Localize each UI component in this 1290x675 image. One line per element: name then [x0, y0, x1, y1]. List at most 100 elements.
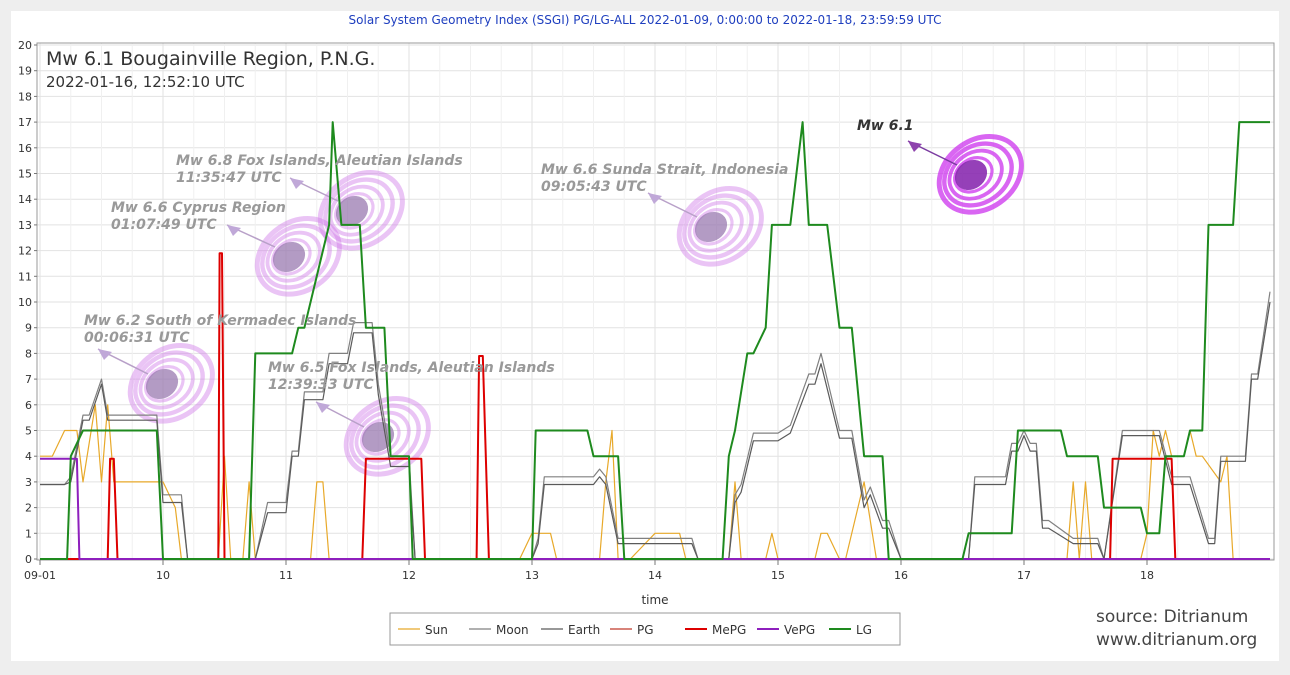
- annotation-time: 11:35:47 UTC: [176, 170, 282, 186]
- marker-ring: [947, 148, 1004, 201]
- annotation-time: 01:07:49 UTC: [111, 217, 217, 233]
- source-url: www.ditrianum.org: [1096, 630, 1258, 650]
- marker-arrowhead: [316, 402, 330, 413]
- earthquake-marker: [907, 134, 1024, 215]
- legend-label: VePG: [784, 623, 815, 637]
- legend-label: LG: [856, 623, 872, 637]
- marker-core: [954, 159, 988, 191]
- x-tick-label: 13: [525, 569, 539, 582]
- annotation-label: Mw 6.6 Sunda Strait, Indonesia: [541, 162, 788, 178]
- marker-ring: [265, 230, 322, 283]
- event-title: Mw 6.1 Bougainville Region, P.N.G.: [46, 48, 376, 70]
- marker-core: [694, 211, 728, 243]
- marker-ring: [127, 343, 215, 424]
- marker-ring: [323, 177, 395, 244]
- legend-label: MePG: [712, 623, 746, 637]
- y-tick-label: 14: [18, 193, 32, 206]
- marker-core: [145, 368, 179, 400]
- x-tick-label: 15: [771, 569, 785, 582]
- legend-label: PG: [637, 623, 654, 637]
- y-tick-label: 6: [25, 399, 32, 412]
- source-line: source: Ditrianum: [1096, 607, 1249, 627]
- y-tick-label: 20: [18, 39, 32, 52]
- annotation-time: 09:05:43 UTC: [541, 179, 647, 195]
- y-tick-label: 18: [18, 90, 32, 103]
- earthquake-markers: [97, 134, 1024, 477]
- earthquake-marker: [289, 170, 405, 251]
- header-title: Solar System Geometry Index (SSGI) PG/LG…: [348, 13, 942, 27]
- x-tick-label: 11: [279, 569, 293, 582]
- y-tick-label: 13: [18, 219, 32, 232]
- marker-ring: [676, 186, 764, 267]
- event-datetime: 2022-01-16, 12:52:10 UTC: [46, 73, 245, 91]
- y-tick-label: 15: [18, 168, 32, 181]
- y-tick-label: 9: [25, 322, 32, 335]
- legend-box: [389, 612, 901, 646]
- marker-ring: [354, 410, 411, 463]
- y-tick-label: 12: [18, 245, 32, 258]
- marker-arrowhead: [908, 141, 922, 152]
- marker-ring: [343, 396, 431, 477]
- y-tick-label: 4: [25, 450, 32, 463]
- marker-ring: [682, 193, 754, 260]
- y-tick-label: 1: [25, 527, 32, 540]
- legend-label: Earth: [568, 623, 600, 637]
- marker-ring: [144, 365, 185, 403]
- marker-core: [272, 241, 306, 273]
- marker-arrowhead: [648, 193, 662, 204]
- x-tick-label: 12: [402, 569, 416, 582]
- marker-ring: [953, 156, 994, 194]
- x-axis: 09-01 10 11 12 13 14 15 16 17 18: [24, 560, 1154, 582]
- legend: Sun Moon Earth PG MePG VePG LG: [398, 623, 872, 637]
- legend-label: Sun: [425, 623, 448, 637]
- marker-ring: [271, 238, 312, 276]
- y-tick-label: 7: [25, 373, 32, 386]
- x-axis-label: time: [641, 593, 668, 607]
- annotation-labels: Mw 6.2 South of Kermadec Islands00:06:31…: [84, 118, 914, 393]
- annotation-label: Mw 6.6 Cyprus Region: [111, 200, 286, 216]
- grid: [37, 43, 1274, 560]
- marker-ring: [254, 216, 342, 297]
- marker-arrowhead: [98, 349, 112, 360]
- x-tick-label: 14: [648, 569, 662, 582]
- y-tick-label: 10: [18, 296, 32, 309]
- marker-ring: [334, 192, 375, 230]
- y-tick-label: 19: [18, 65, 32, 78]
- annotation-label: Mw 6.1: [857, 118, 914, 134]
- annotation-time: 00:06:31 UTC: [84, 330, 190, 346]
- x-tick-label: 16: [894, 569, 908, 582]
- y-tick-label: 17: [18, 116, 32, 129]
- marker-arrowhead: [227, 225, 241, 236]
- marker-ring: [693, 208, 734, 246]
- annotation-label: Mw 6.8 Fox Islands, Aleutian Islands: [176, 153, 463, 169]
- x-tick-label: 09-01: [24, 569, 56, 582]
- marker-core: [335, 195, 369, 227]
- earthquake-marker: [97, 343, 215, 424]
- x-tick-label: 17: [1017, 569, 1031, 582]
- x-tick-label: 10: [156, 569, 170, 582]
- marker-ring: [936, 134, 1024, 215]
- annotation-label: Mw 6.5 Fox Islands, Aleutian Islands: [268, 360, 555, 376]
- x-tick-label: 18: [1140, 569, 1154, 582]
- series-line-lg: [40, 121, 1270, 560]
- earthquake-marker: [647, 186, 764, 267]
- annotation-time: 12:39:33 UTC: [268, 377, 374, 393]
- marker-ring: [133, 350, 205, 417]
- y-tick-label: 8: [25, 347, 32, 360]
- series-line-mepg: [40, 252, 1270, 560]
- marker-ring: [317, 170, 405, 251]
- legend-label: Moon: [496, 623, 529, 637]
- earthquake-marker: [226, 216, 342, 297]
- annotation-label: Mw 6.2 South of Kermadec Islands: [84, 313, 357, 329]
- marker-ring: [328, 184, 385, 237]
- y-tick-label: 3: [25, 476, 32, 489]
- y-tick-label: 2: [25, 502, 32, 515]
- series-lines: [40, 121, 1271, 560]
- y-tick-label: 0: [25, 553, 32, 566]
- y-tick-label: 11: [18, 270, 32, 283]
- marker-ring: [942, 141, 1014, 208]
- marker-ring: [687, 200, 744, 253]
- marker-arrowhead: [290, 178, 304, 189]
